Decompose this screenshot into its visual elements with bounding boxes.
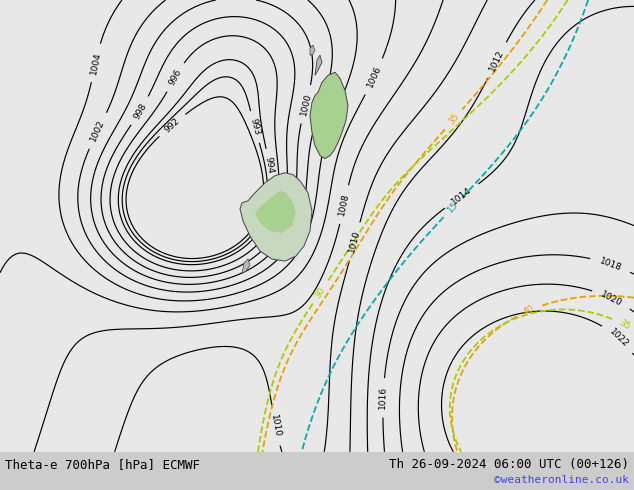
Text: 1014: 1014	[450, 186, 474, 207]
Text: 1020: 1020	[600, 290, 624, 308]
Text: ©weatheronline.co.uk: ©weatheronline.co.uk	[494, 475, 629, 485]
Text: 1008: 1008	[337, 193, 351, 217]
Text: 1004: 1004	[89, 50, 102, 75]
Text: 1012: 1012	[488, 48, 506, 73]
Polygon shape	[310, 73, 348, 159]
Text: 1000: 1000	[299, 92, 313, 117]
Polygon shape	[315, 55, 322, 75]
Text: 15: 15	[446, 200, 460, 215]
Text: 1018: 1018	[598, 256, 623, 272]
Text: 1016: 1016	[378, 386, 388, 410]
Text: 40: 40	[522, 304, 536, 317]
Polygon shape	[240, 172, 312, 261]
Text: 1010: 1010	[269, 414, 282, 439]
Text: 35: 35	[617, 318, 631, 332]
Text: 996: 996	[167, 68, 183, 87]
Text: 1022: 1022	[607, 327, 630, 349]
Text: 998: 998	[132, 101, 148, 121]
Text: 30: 30	[313, 286, 327, 300]
Text: 1010: 1010	[347, 229, 362, 254]
Text: 992: 992	[163, 116, 181, 134]
Text: Theta-e 700hPa [hPa] ECMWF: Theta-e 700hPa [hPa] ECMWF	[5, 459, 200, 471]
Text: Th 26-09-2024 06:00 UTC (00+126): Th 26-09-2024 06:00 UTC (00+126)	[389, 459, 629, 471]
Polygon shape	[242, 259, 250, 273]
Text: 993: 993	[249, 118, 261, 136]
Bar	[0, 452, 634, 490]
Text: 994: 994	[264, 156, 275, 174]
Polygon shape	[255, 191, 296, 233]
Text: 1006: 1006	[365, 64, 383, 89]
Polygon shape	[310, 45, 315, 55]
Text: 1002: 1002	[89, 119, 107, 143]
Text: 35: 35	[446, 112, 461, 126]
